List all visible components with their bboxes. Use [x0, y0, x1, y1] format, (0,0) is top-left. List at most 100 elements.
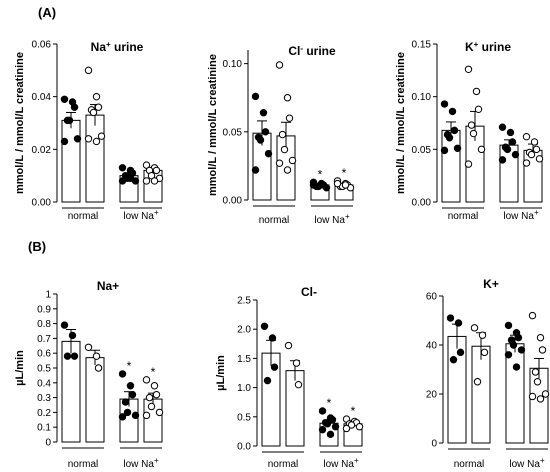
data-point	[530, 138, 539, 146]
data-point	[509, 341, 518, 349]
data-point	[317, 179, 326, 188]
data-point	[506, 128, 515, 137]
data-point	[118, 370, 127, 378]
chart-title: K+	[483, 277, 499, 291]
data-point	[473, 378, 482, 386]
y-tick-label: 0.00	[412, 198, 432, 209]
data-point	[285, 114, 294, 122]
y-tick-label: 0	[45, 438, 51, 449]
data-point	[450, 126, 459, 135]
data-point	[94, 103, 103, 111]
data-point	[474, 105, 483, 114]
data-point	[477, 145, 486, 154]
y-axis-label: mmol/L / mmol/L creatinine	[14, 52, 26, 194]
data-point	[142, 411, 151, 420]
data-point	[472, 87, 481, 96]
data-point	[318, 425, 327, 434]
data-point	[70, 352, 79, 360]
data-point	[504, 351, 513, 359]
y-tick-label: 0.04	[32, 92, 52, 103]
significance-star: *	[342, 166, 347, 180]
data-point	[288, 156, 297, 165]
data-point	[453, 144, 462, 152]
group-label-normal: normal	[448, 211, 479, 222]
group-label-normal: normal	[454, 459, 485, 470]
significance-star: *	[351, 404, 356, 418]
group-label-normal: normal	[68, 459, 99, 470]
data-point	[538, 346, 547, 354]
data-point	[73, 135, 82, 143]
data-point	[275, 61, 284, 69]
data-point	[470, 324, 479, 332]
chart-3: 0.00 0.05 0.10 0.15 mmol/L / mmol/L creatini…	[395, 40, 544, 222]
y-tick-label: 2.0	[237, 325, 251, 336]
data-point	[536, 333, 545, 342]
y-tick-label: 0.5	[237, 412, 251, 423]
data-point	[84, 343, 93, 351]
data-point	[84, 66, 93, 75]
data-point	[128, 390, 137, 399]
data-point	[89, 108, 98, 117]
data-point	[478, 331, 487, 339]
data-point	[60, 137, 69, 146]
y-tick-label: 0.4	[37, 378, 51, 389]
group-label-normal: normal	[68, 211, 99, 222]
data-point	[118, 164, 127, 172]
y-tick-label: 60	[426, 292, 438, 303]
data-point	[456, 348, 465, 357]
data-point	[70, 103, 79, 111]
y-axis-label: mmol/L / mmol/L creatinine	[395, 52, 407, 194]
significance-star: *	[318, 167, 323, 181]
data-point	[449, 356, 458, 364]
data-point	[142, 177, 151, 185]
data-point	[504, 321, 513, 330]
data-point	[469, 129, 478, 138]
chart-title: Na+ urine	[91, 40, 144, 55]
data-point	[454, 319, 463, 327]
data-point	[531, 368, 540, 376]
data-point	[514, 333, 523, 342]
data-point	[131, 411, 140, 420]
data-point	[318, 407, 327, 415]
y-tick-label: 0	[431, 439, 437, 450]
data-point	[84, 135, 93, 143]
data-point	[498, 156, 507, 164]
y-tick-label: 0.1	[37, 423, 51, 434]
data-point	[260, 322, 269, 330]
data-point	[511, 150, 520, 159]
chart-title: Na+	[97, 279, 119, 293]
data-point	[118, 177, 127, 185]
data-point	[152, 390, 161, 399]
chart-5: 0.0 0.5 1.0 1.5 2.0 2.5 µL/min Cl-normal low Na+…	[215, 285, 364, 470]
bar	[505, 343, 525, 444]
data-point	[118, 413, 127, 421]
chart-title: Cl- urine	[288, 44, 336, 59]
chart-6: 0 20 40 60 K+ normal low Na+	[426, 277, 550, 470]
group-label-low: low Na+	[123, 208, 159, 223]
y-axis-label: µL/min	[215, 355, 227, 391]
y-tick-label: 0.9	[37, 304, 51, 315]
data-point	[528, 392, 537, 401]
data-point	[440, 146, 449, 155]
y-tick-label: 1.5	[237, 354, 251, 365]
chart-4: 0 0.1 0.2 0.3 0.4 0.5 0.6 0.7 0.8 0.9 1 µL/min Na+ no…	[14, 279, 164, 470]
bar	[85, 114, 105, 203]
y-tick-label: 0.2	[37, 408, 51, 419]
chart-2: 0.00 0.05 0.10 mmol/L / mmol/L creatinine Cl…	[207, 44, 355, 226]
data-point	[527, 150, 536, 159]
data-point	[355, 423, 364, 431]
data-point	[94, 364, 103, 372]
data-point	[541, 390, 550, 398]
data-point	[126, 382, 135, 390]
y-tick-label: 0.7	[37, 334, 51, 345]
data-point	[142, 376, 151, 384]
group-label-normal: normal	[259, 215, 290, 226]
data-point	[322, 184, 331, 192]
y-tick-label: 0.05	[412, 145, 432, 156]
y-tick-label: 0.0	[237, 442, 251, 453]
data-point	[251, 166, 260, 174]
data-point	[536, 395, 545, 403]
y-tick-label: 0.8	[37, 319, 51, 330]
